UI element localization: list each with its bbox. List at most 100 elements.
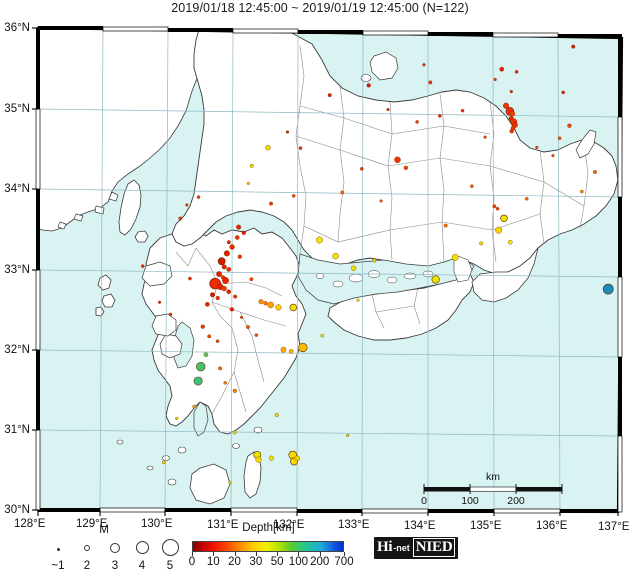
earthquake-marker[interactable]	[431, 275, 440, 284]
earthquake-marker[interactable]	[372, 258, 377, 263]
earthquake-marker[interactable]	[223, 250, 230, 257]
earthquake-marker[interactable]	[280, 346, 287, 353]
earthquake-marker[interactable]	[503, 102, 510, 109]
earthquake-marker[interactable]	[551, 154, 555, 158]
earthquake-marker[interactable]	[205, 302, 210, 307]
earthquake-marker[interactable]	[332, 252, 339, 260]
earthquake-marker[interactable]	[291, 194, 296, 198]
earthquake-marker[interactable]	[222, 277, 229, 284]
earthquake-marker[interactable]	[495, 206, 500, 211]
earthquake-marker[interactable]	[221, 285, 227, 292]
map-canvas[interactable]: 0 100 200 km	[0, 16, 640, 516]
earthquake-marker[interactable]	[233, 294, 238, 299]
earthquake-marker[interactable]	[500, 214, 508, 223]
earthquake-marker[interactable]	[499, 66, 505, 72]
earthquake-marker[interactable]	[285, 130, 290, 134]
earthquake-marker[interactable]	[415, 120, 419, 124]
earthquake-marker[interactable]	[223, 381, 227, 385]
earthquake-marker[interactable]	[340, 190, 345, 195]
map-svg[interactable]	[0, 16, 640, 516]
earthquake-marker[interactable]	[263, 301, 268, 306]
earthquake-marker[interactable]	[141, 264, 145, 268]
earthquake-marker[interactable]	[298, 146, 303, 150]
earthquake-marker[interactable]	[234, 235, 240, 240]
earthquake-marker[interactable]	[514, 70, 519, 74]
earthquake-marker[interactable]	[221, 264, 227, 270]
earthquake-marker[interactable]	[509, 129, 514, 134]
earthquake-marker[interactable]	[451, 254, 459, 261]
earthquake-marker[interactable]	[246, 325, 250, 329]
earthquake-marker[interactable]	[215, 339, 220, 343]
earthquake-marker[interactable]	[217, 257, 226, 266]
earthquake-marker[interactable]	[200, 324, 205, 329]
earthquake-marker[interactable]	[275, 304, 282, 311]
earthquake-marker[interactable]	[366, 83, 371, 88]
earthquake-marker[interactable]	[207, 334, 212, 339]
earthquake-marker[interactable]	[535, 145, 539, 149]
earthquake-marker[interactable]	[228, 481, 232, 485]
earthquake-marker[interactable]	[483, 135, 487, 139]
earthquake-marker[interactable]	[479, 241, 484, 246]
earthquake-marker[interactable]	[193, 376, 203, 386]
earthquake-marker[interactable]	[294, 455, 300, 461]
earthquake-marker[interactable]	[269, 201, 273, 206]
earthquake-marker[interactable]	[470, 184, 474, 188]
earthquake-marker[interactable]	[267, 301, 274, 309]
earthquake-marker[interactable]	[185, 203, 189, 207]
earthquake-marker[interactable]	[196, 362, 206, 372]
earthquake-marker[interactable]	[226, 240, 231, 245]
earthquake-marker[interactable]	[386, 108, 390, 112]
earthquake-marker[interactable]	[561, 90, 565, 95]
earthquake-marker[interactable]	[255, 456, 262, 463]
earthquake-marker[interactable]	[226, 267, 232, 272]
earthquake-marker[interactable]	[289, 303, 298, 312]
earthquake-marker[interactable]	[232, 430, 237, 435]
earthquake-marker[interactable]	[258, 299, 264, 305]
earthquake-marker[interactable]	[356, 298, 360, 302]
earthquake-marker[interactable]	[403, 165, 408, 170]
earthquake-marker[interactable]	[438, 114, 442, 118]
earthquake-marker[interactable]	[175, 416, 179, 421]
earthquake-marker[interactable]	[192, 404, 196, 409]
earthquake-marker[interactable]	[593, 170, 597, 174]
earthquake-marker[interactable]	[557, 136, 562, 140]
earthquake-marker[interactable]	[229, 307, 234, 312]
earthquake-marker[interactable]	[394, 156, 401, 163]
earthquake-marker[interactable]	[460, 108, 465, 113]
earthquake-marker[interactable]	[215, 295, 220, 301]
earthquake-marker[interactable]	[254, 333, 259, 337]
earthquake-marker[interactable]	[265, 145, 271, 151]
earthquake-marker[interactable]	[241, 230, 246, 235]
earthquake-marker[interactable]	[495, 226, 503, 234]
earthquake-marker[interactable]	[288, 349, 294, 354]
earthquake-marker[interactable]	[236, 224, 242, 230]
earthquake-marker[interactable]	[157, 300, 162, 304]
earthquake-marker[interactable]	[571, 44, 576, 49]
earthquake-marker[interactable]	[350, 265, 357, 271]
earthquake-marker[interactable]	[320, 333, 325, 338]
earthquake-marker[interactable]	[493, 77, 497, 81]
earthquake-marker[interactable]	[580, 189, 584, 194]
earthquake-marker[interactable]	[162, 460, 166, 465]
earthquake-marker[interactable]	[492, 204, 497, 209]
earthquake-marker[interactable]	[232, 388, 237, 393]
earthquake-marker[interactable]	[509, 90, 513, 94]
earthquake-marker[interactable]	[443, 223, 448, 228]
earthquake-marker[interactable]	[567, 123, 572, 128]
earthquake-marker[interactable]	[507, 239, 513, 245]
earthquake-marker[interactable]	[178, 216, 183, 221]
earthquake-marker[interactable]	[327, 93, 332, 98]
earthquake-marker[interactable]	[379, 199, 383, 203]
earthquake-marker[interactable]	[602, 283, 614, 295]
earthquake-marker[interactable]	[360, 167, 364, 171]
hinet-nied-logo[interactable]: Hi -net NIED	[374, 537, 459, 559]
earthquake-marker[interactable]	[422, 63, 426, 67]
earthquake-marker[interactable]	[240, 315, 244, 319]
earthquake-marker[interactable]	[249, 277, 254, 282]
earthquake-marker[interactable]	[210, 292, 216, 298]
earthquake-marker[interactable]	[249, 163, 254, 168]
earthquake-marker[interactable]	[525, 197, 529, 201]
earthquake-marker[interactable]	[298, 342, 308, 353]
earthquake-marker[interactable]	[188, 276, 192, 281]
earthquake-marker[interactable]	[237, 254, 242, 259]
